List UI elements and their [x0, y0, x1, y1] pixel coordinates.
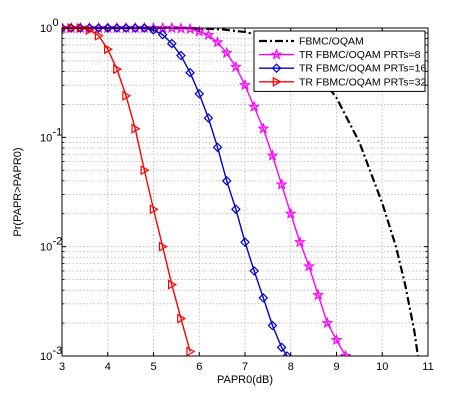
- data-point: [148, 25, 159, 35]
- data-point: [93, 23, 104, 33]
- data-point: [130, 23, 141, 33]
- data-point: [113, 64, 123, 75]
- x-tick-label: 3: [59, 361, 65, 373]
- data-point: [194, 88, 205, 99]
- data-point: [293, 235, 306, 248]
- data-point: [229, 60, 242, 73]
- legend-label: TR FBMC/OQAM PRTs=32: [299, 76, 426, 88]
- x-tick-label: 9: [333, 361, 339, 373]
- data-point: [121, 23, 131, 33]
- data-point: [203, 113, 214, 123]
- x-tick-label: 5: [150, 361, 156, 373]
- data-point: [231, 204, 241, 215]
- data-point: [94, 30, 104, 41]
- data-point: [149, 204, 159, 215]
- data-point: [258, 293, 269, 303]
- data-point: [339, 349, 352, 356]
- y-tick-label: 10: [40, 242, 52, 254]
- data-point: [249, 266, 259, 276]
- data-point: [177, 313, 187, 324]
- y-tick-exponent: -2: [53, 236, 63, 248]
- x-tick-label: 10: [376, 361, 388, 373]
- data-point: [321, 316, 334, 329]
- x-tick-label: 8: [288, 361, 294, 373]
- x-tick-label: 11: [422, 361, 433, 373]
- data-point: [103, 44, 113, 55]
- data-point: [238, 78, 252, 91]
- y-tick-label: 10: [40, 132, 52, 144]
- y-tick-label: 10: [40, 23, 52, 35]
- x-axis-label: PAPR0(dB): [217, 374, 273, 386]
- data-point: [271, 63, 282, 74]
- x-tick-label: 6: [196, 361, 202, 373]
- y-tick-label: 10: [40, 351, 52, 363]
- legend-label: TR FBMC/OQAM PRTs=8: [299, 49, 421, 61]
- data-point: [176, 50, 186, 61]
- data-point: [211, 35, 224, 48]
- y-tick-exponent: -1: [53, 126, 63, 138]
- data-point: [330, 333, 343, 346]
- data-point: [272, 76, 282, 87]
- legend-label: FBMC/OQAM: [299, 36, 364, 48]
- data-point: [140, 165, 150, 176]
- data-point: [284, 207, 297, 219]
- data-point: [303, 260, 316, 272]
- data-point: [186, 346, 196, 356]
- data-point: [266, 149, 279, 161]
- data-point: [157, 29, 168, 40]
- data-point: [139, 23, 150, 33]
- x-tick-label: 4: [105, 361, 111, 373]
- data-point: [185, 67, 195, 78]
- data-point: [282, 351, 292, 356]
- y-tick-exponent: -3: [53, 345, 63, 357]
- data-point: [221, 175, 232, 186]
- y-axis-label: Pr(PAPR>PAPR0): [12, 147, 24, 236]
- data-point: [112, 23, 122, 33]
- data-point: [270, 48, 283, 60]
- data-point: [168, 279, 178, 290]
- data-point: [275, 178, 288, 190]
- data-point: [220, 46, 233, 59]
- y-tick-exponent: 0: [53, 17, 59, 29]
- data-point: [131, 123, 141, 134]
- data-point: [166, 38, 177, 49]
- data-point: [312, 288, 325, 301]
- data-point: [248, 100, 261, 112]
- data-point: [202, 28, 215, 41]
- legend-label: TR FBMC/OQAM PRTs=16: [299, 63, 426, 75]
- data-point: [193, 25, 206, 37]
- x-tick-label: 7: [242, 361, 248, 373]
- data-point: [122, 90, 132, 101]
- data-point: [158, 241, 168, 252]
- data-point: [212, 142, 223, 153]
- data-point: [257, 122, 270, 134]
- data-point: [276, 342, 287, 353]
- data-point: [240, 237, 250, 247]
- data-point: [267, 320, 278, 331]
